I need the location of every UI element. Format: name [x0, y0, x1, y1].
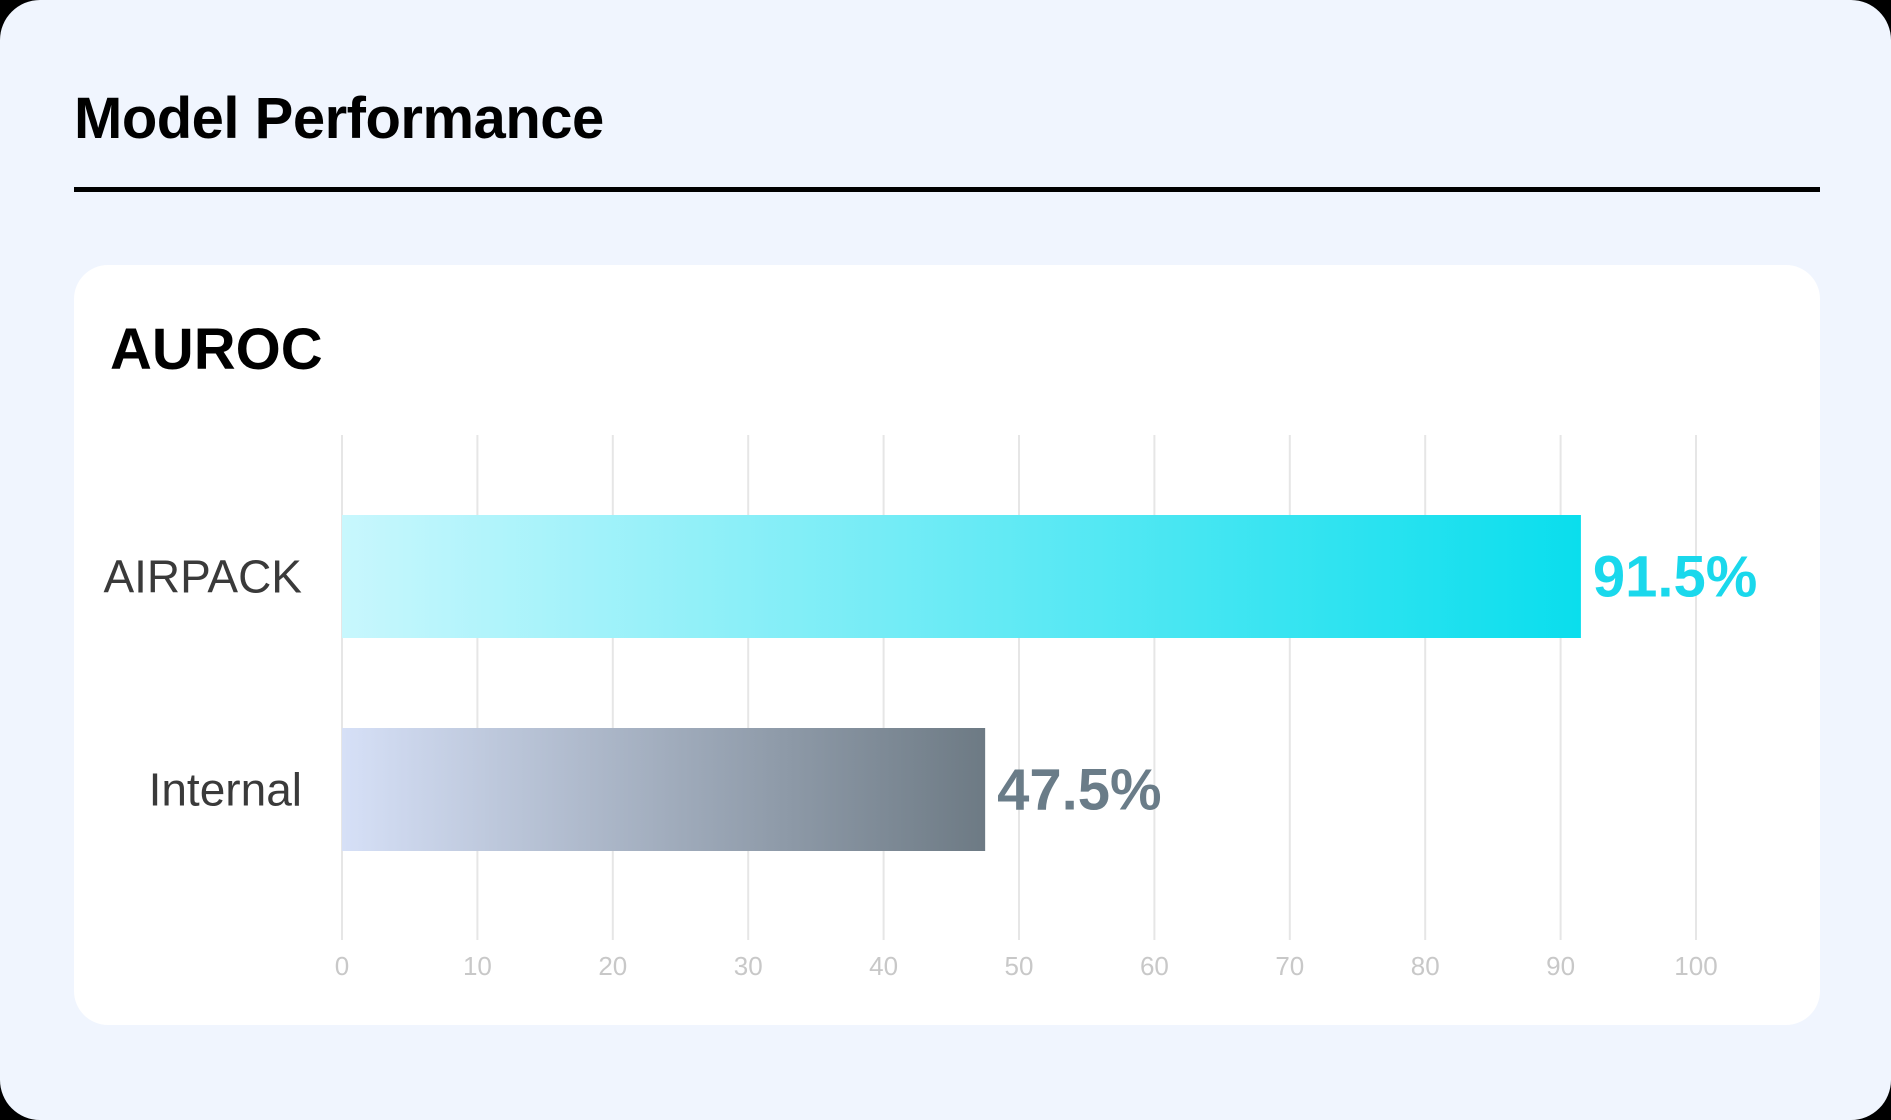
labels: 0 10 20 30 40 50 60 70 80 90 100 AIRPACK 91.5% Intern… [103, 545, 1757, 982]
title-divider [74, 187, 1820, 192]
x-tick-label: 70 [1275, 951, 1304, 981]
bar-airpack [342, 515, 1581, 638]
category-label: Internal [149, 764, 302, 816]
auroc-bar-chart: 0 10 20 30 40 50 60 70 80 90 100 AIRPACK 91.5% Intern… [103, 435, 1757, 982]
x-tick-label: 40 [869, 951, 898, 981]
x-tick-label: 100 [1674, 951, 1717, 981]
x-tick-label: 30 [734, 951, 763, 981]
value-label: 47.5% [997, 758, 1161, 823]
value-label: 91.5% [1593, 545, 1757, 610]
page-title: Model Performance [74, 86, 604, 151]
x-tick-label: 10 [463, 951, 492, 981]
auroc-card: AUROC 0 10 20 30 40 50 60 70 80 90 100 AIRPACK 91.5%… [74, 265, 1820, 1025]
bar-internal [342, 728, 986, 851]
x-tick-label: 60 [1140, 951, 1169, 981]
grid-lines [341, 435, 1697, 940]
card-title: AUROC [110, 317, 323, 382]
x-tick-label: 20 [598, 951, 627, 981]
x-tick-label: 80 [1411, 951, 1440, 981]
category-label: AIRPACK [103, 551, 302, 603]
x-tick-label: 50 [1005, 951, 1034, 981]
bars [342, 515, 1581, 851]
x-tick-label: 0 [335, 951, 349, 981]
x-tick-label: 90 [1546, 951, 1575, 981]
